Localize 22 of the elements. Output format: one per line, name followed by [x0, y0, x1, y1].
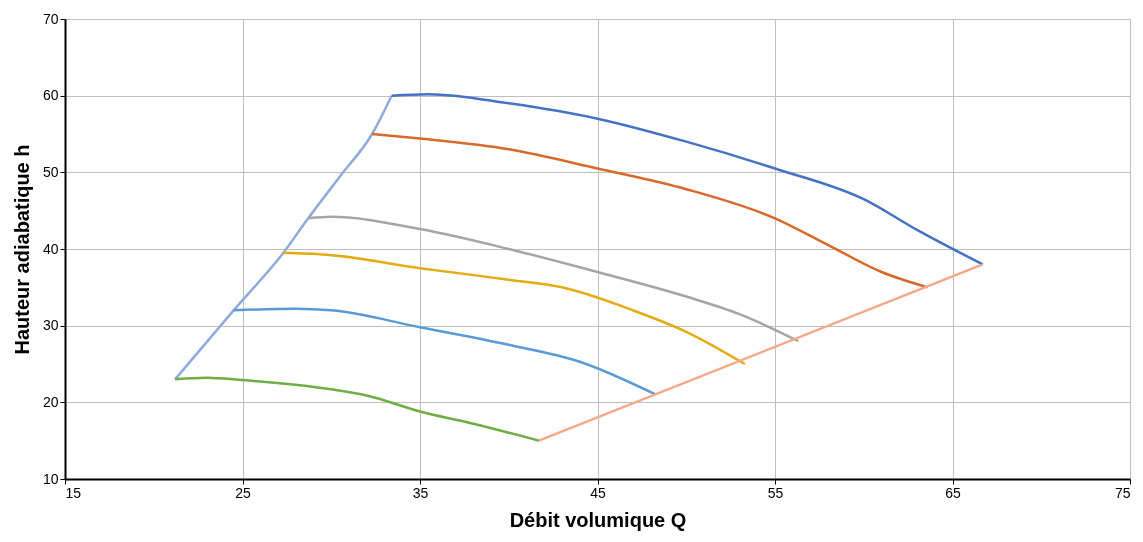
x-tick-label: 75 — [1114, 484, 1131, 501]
y-tick-label: 40 — [42, 240, 59, 257]
x-axis-title: Débit volumique Q — [509, 508, 687, 531]
x-tick-label: 65 — [945, 484, 961, 501]
x-tick-label: 25 — [235, 484, 251, 501]
y-axis-title: Hauteur adiabatique h — [10, 144, 33, 355]
line-series — [390, 92, 984, 266]
line-series — [370, 132, 929, 289]
x-tick-label: 55 — [767, 484, 784, 501]
y-tick-label: 20 — [42, 393, 59, 410]
y-tick-label: 50 — [42, 163, 59, 180]
y-tick-label: 60 — [42, 87, 59, 104]
x-tick-label: 15 — [65, 484, 82, 501]
line-series — [306, 215, 800, 343]
y-tick-label: 30 — [42, 317, 59, 334]
y-tick-label: 70 — [42, 10, 59, 27]
line-series — [173, 376, 541, 442]
line-series — [173, 94, 393, 381]
y-tick-label: 10 — [42, 470, 59, 487]
x-tick-label: 35 — [412, 484, 429, 501]
x-tick-label: 45 — [590, 484, 606, 501]
line-series — [282, 251, 747, 366]
